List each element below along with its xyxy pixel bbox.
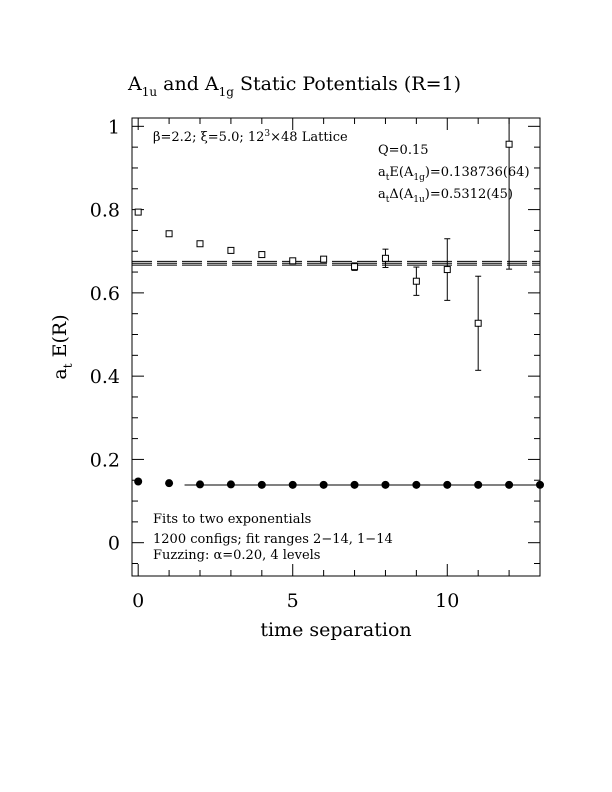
configs-annotation: 1200 configs; fit ranges 2−14, 1−14 — [153, 532, 393, 547]
a1g-circle-point — [350, 480, 359, 489]
a1u-square-point — [412, 277, 420, 285]
a1g-circle-point — [412, 480, 421, 489]
a1u-square-point — [443, 266, 451, 274]
x-tick-label: 0 — [132, 590, 144, 612]
y-axis-label: at E(R) — [49, 314, 75, 379]
a1u-square-point — [196, 240, 204, 248]
gap-annotation: atΔ(A1u)=0.5312(45) — [378, 187, 513, 205]
lattice-annotation: β=2.2; ξ=5.0; 123×48 Lattice — [153, 129, 348, 145]
x-axis-label: time separation — [260, 619, 411, 641]
fuzz-annotation: Fuzzing: α=0.20, 4 levels — [153, 548, 320, 563]
a1g-circle-point — [381, 480, 390, 489]
energy-annotation: atE(A1g)=0.138736(64) — [378, 165, 530, 183]
a1u-square-point — [381, 254, 389, 262]
tick-labels: 0 5 10 0 0.2 0.4 0.6 0.8 1 — [90, 116, 460, 612]
a1u-square-point — [134, 208, 142, 216]
a1u-square-point — [320, 255, 328, 263]
x-tick-label: 5 — [287, 590, 299, 612]
a1g-circle-point — [226, 480, 235, 489]
data-series — [134, 117, 544, 489]
a1g-circle-point — [257, 480, 266, 489]
a1g-circle-point — [319, 480, 328, 489]
a1u-square-point — [289, 257, 297, 265]
a1g-circle-point — [505, 480, 514, 489]
a1g-circle-point — [536, 480, 544, 489]
y-tick-label: 1 — [108, 116, 120, 138]
y-tick-label: 0.2 — [90, 449, 120, 471]
a1u-square-point — [227, 246, 235, 254]
a1g-circle-point — [474, 480, 483, 489]
y-tick-label: 0.8 — [90, 200, 120, 222]
a1g-circle-point — [134, 477, 143, 486]
a1u-square-point — [505, 140, 513, 148]
a1g-circle-point — [196, 480, 204, 489]
a1g-circle-point — [165, 479, 174, 488]
a1g-circle-point — [443, 480, 452, 489]
y-tick-label: 0.4 — [90, 366, 120, 388]
fits-annotation: Fits to two exponentials — [153, 512, 311, 527]
a1u-square-point — [474, 319, 482, 327]
fit-lines — [132, 260, 540, 486]
x-tick-label: 10 — [435, 590, 459, 612]
q-annotation: Q=0.15 — [378, 143, 429, 158]
y-tick-label: 0 — [108, 533, 120, 555]
a1u-square-point — [258, 251, 266, 259]
y-tick-label: 0.6 — [90, 283, 120, 305]
chart-title: A1u and A1g Static Potentials (R=1) — [127, 73, 461, 99]
plot-frame — [131, 117, 541, 577]
a1u-square-point — [351, 263, 359, 271]
a1u-square-point — [165, 230, 173, 238]
a1g-circle-point — [288, 480, 297, 489]
